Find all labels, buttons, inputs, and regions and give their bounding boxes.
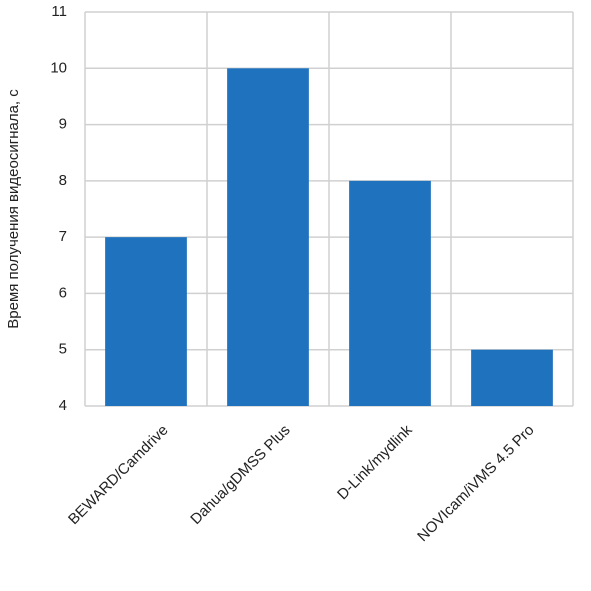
- x-tick-label: NOVIcam/iVMS 4.5 Pro: [414, 422, 537, 545]
- y-tick-label: 7: [59, 228, 67, 245]
- y-tick-label: 4: [59, 397, 67, 414]
- bar: [105, 237, 187, 406]
- y-tick-label: 11: [51, 3, 67, 20]
- y-tick-label: 10: [50, 59, 67, 76]
- y-tick-label: 8: [59, 172, 67, 189]
- y-tick-label: 9: [59, 116, 67, 133]
- bar: [227, 68, 309, 407]
- bar: [349, 180, 431, 406]
- x-tick-label: BEWARD/Camdrive: [65, 422, 172, 529]
- y-axis-label: Время получения видеосигнала, с: [5, 89, 22, 329]
- x-tick-label: D-Link/mydlink: [334, 421, 416, 503]
- y-tick-label: 6: [59, 284, 67, 301]
- bar: [471, 349, 553, 406]
- y-tick-label: 5: [59, 341, 67, 358]
- x-tick-label: Dahua/gDMSS Plus: [187, 422, 293, 528]
